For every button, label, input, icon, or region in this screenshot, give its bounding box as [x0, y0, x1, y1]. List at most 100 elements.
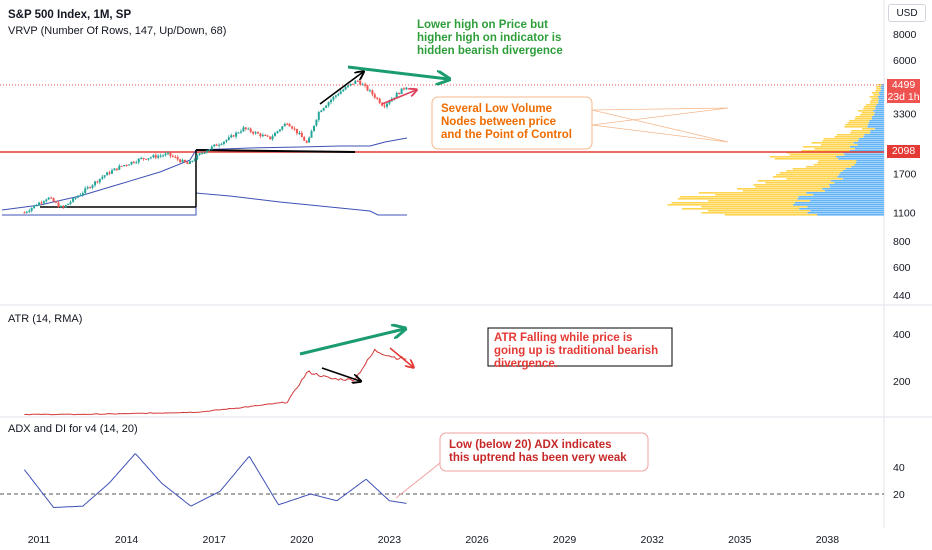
volume-bar-up [793, 204, 884, 206]
volume-bar-down [822, 140, 859, 142]
candle-body [271, 136, 274, 140]
candle-body [405, 87, 408, 90]
candle-body [291, 126, 294, 129]
volume-bar-down [863, 106, 876, 108]
price-tick-label: 3300 [893, 109, 917, 121]
volume-bar-down [755, 186, 830, 188]
adx-tick-label: 20 [893, 489, 905, 501]
candle-body [76, 196, 79, 198]
volume-bar-down [870, 100, 879, 102]
volume-bar-down [859, 114, 874, 116]
time-tick-label: 2035 [728, 534, 752, 546]
candle-body [286, 123, 289, 125]
volume-bar-down [769, 156, 836, 158]
candle-body [203, 152, 206, 154]
candle-body [108, 172, 111, 174]
candle-body [159, 155, 162, 157]
candle-body [137, 158, 140, 163]
candle-body [342, 89, 345, 92]
volume-bar-up [794, 202, 884, 204]
candle-body [94, 181, 96, 186]
volume-bar-up [878, 98, 884, 100]
currency-button[interactable]: USD [888, 4, 926, 22]
atr-tick-label: 400 [893, 329, 911, 341]
volume-bar-up [838, 174, 884, 176]
candle-body [106, 172, 109, 176]
volume-bar-down [869, 96, 878, 98]
candle-body [157, 155, 160, 158]
candle-body [325, 105, 328, 108]
candle-body [145, 158, 148, 160]
candle-body [118, 165, 121, 170]
candle-body [147, 158, 150, 160]
volume-bar-down [836, 134, 865, 136]
volume-bar-down [724, 214, 818, 216]
candle-body [300, 132, 303, 138]
volume-bar-down [753, 184, 830, 186]
candle-body [208, 149, 211, 151]
volume-bar-up [876, 104, 884, 106]
candle-body [198, 153, 201, 155]
volume-bar-down [802, 146, 850, 148]
candle-body [98, 178, 101, 183]
volume-bar-down [801, 150, 850, 152]
time-tick-label: 2029 [553, 534, 577, 546]
candle-body [230, 135, 233, 138]
volume-bar-down [861, 112, 875, 114]
volume-bar-down [850, 132, 870, 134]
candle-body [188, 161, 191, 164]
volume-bar-down [708, 210, 811, 212]
candle-body [308, 137, 311, 143]
volume-bar-up [878, 102, 884, 104]
candle-body [281, 126, 284, 130]
candle-body [225, 139, 228, 142]
adx-axis[interactable]: 40 20 [893, 462, 905, 501]
candle-body [364, 84, 367, 86]
candle-body [184, 159, 186, 163]
candle-body [274, 132, 276, 137]
time-tick-label: 2032 [641, 534, 665, 546]
candle-body [332, 96, 335, 100]
volume-bar-down [876, 88, 881, 90]
volume-bar-down [772, 176, 838, 178]
atr-pane-title: ATR (14, RMA) [8, 313, 82, 325]
candle-body [28, 210, 31, 212]
candle-body [67, 203, 70, 205]
volume-bar-down [844, 126, 868, 128]
candle-body [240, 131, 242, 133]
green-divergence-arrow [347, 65, 448, 79]
price-tick-label: 8000 [893, 29, 917, 41]
candle-body [288, 124, 291, 127]
candle-body [244, 127, 247, 129]
time-axis[interactable]: 2011 2014 2017 2020 2023 2026 2029 2032 2035 2038 [28, 534, 840, 546]
volume-bar-down [779, 172, 841, 174]
volume-bar-up [831, 180, 884, 182]
candle-body [218, 144, 221, 146]
candle-body [266, 135, 269, 137]
candle-body [264, 135, 267, 136]
candle-body [337, 94, 340, 96]
time-tick-label: 2011 [28, 534, 51, 546]
volume-bar-down [789, 154, 845, 156]
orange-volume-note: Several Low Volume Nodes between price a… [441, 103, 572, 141]
adx-note-box [439, 432, 649, 472]
candle-body [232, 135, 235, 137]
volume-bar-up [880, 86, 884, 88]
price-axis[interactable]: 800060003300220017001100800600440 [893, 29, 917, 302]
candle-body [152, 155, 155, 158]
volume-bar-up [806, 192, 884, 194]
candle-body [398, 92, 401, 94]
time-tick-label: 2026 [465, 534, 489, 546]
adx-tick-label: 40 [893, 462, 905, 474]
candle-body [91, 185, 94, 188]
volume-bar-up [877, 96, 884, 98]
candle-body [125, 165, 128, 166]
volume-bar-up [843, 178, 884, 180]
volume-bar-up [813, 194, 884, 196]
atr-axis[interactable]: 400 200 [893, 329, 911, 388]
candle-body [86, 187, 89, 189]
volume-bar-up [824, 190, 884, 192]
candle-body [169, 152, 172, 156]
price-high-arrow [319, 72, 363, 105]
volume-bar-down [792, 168, 846, 170]
